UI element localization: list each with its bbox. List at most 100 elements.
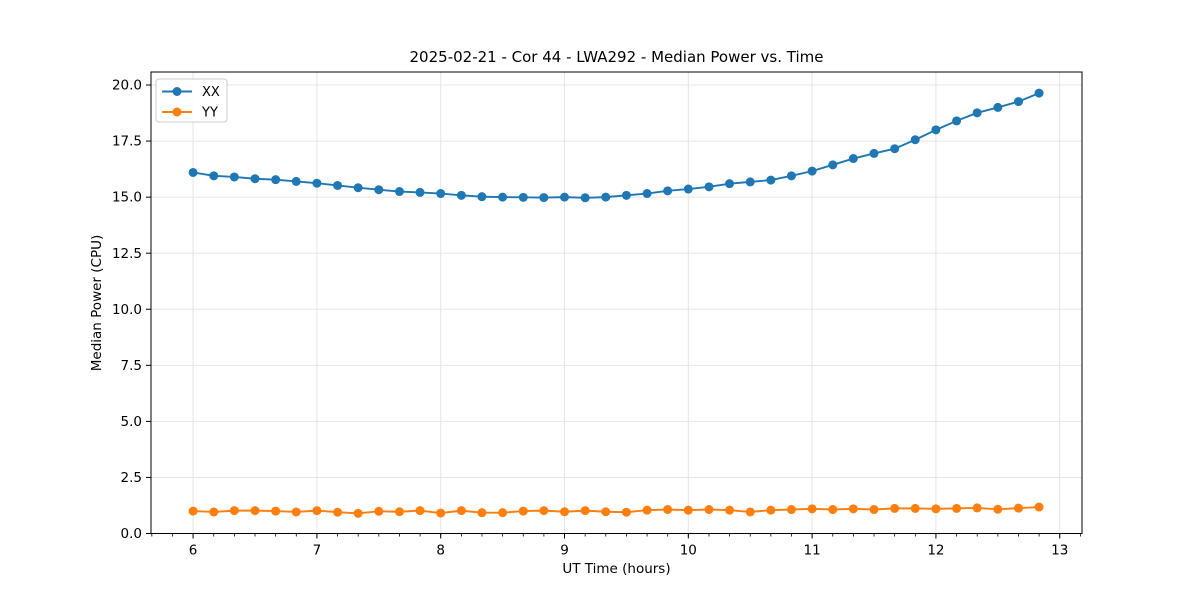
chart-title: 2025-02-21 - Cor 44 - LWA292 - Median Po… (409, 48, 824, 66)
series-XX-marker (209, 171, 219, 181)
series-YY-marker (291, 507, 301, 517)
series-YY-marker (415, 506, 425, 516)
series-XX-marker (704, 182, 714, 192)
series-XX-marker (952, 116, 962, 126)
series-XX-marker (725, 179, 735, 189)
series-XX-marker (786, 171, 796, 181)
series-XX-marker (415, 187, 425, 197)
series-YY-marker (374, 506, 384, 516)
series-XX-marker (890, 144, 900, 154)
series-YY-marker (353, 508, 363, 518)
series-YY-marker (477, 508, 487, 518)
series-XX-marker (374, 185, 384, 195)
series-YY-marker (560, 507, 570, 517)
series-XX-marker (869, 148, 879, 158)
x-tick-label-12: 12 (927, 543, 944, 559)
y-tick-label-7.5: 7.5 (121, 358, 142, 374)
x-axis-label: UT Time (hours) (562, 561, 671, 577)
y-tick-label-20.0: 20.0 (112, 78, 142, 94)
series-YY-marker (993, 504, 1003, 514)
series-XX-marker (250, 174, 260, 184)
series-XX-marker (828, 160, 838, 170)
series-XX-marker (807, 166, 817, 176)
y-tick-label-15.0: 15.0 (112, 190, 142, 206)
series-YY-marker (333, 507, 343, 517)
series-YY-marker (518, 506, 528, 516)
x-tick-label-13: 13 (1051, 543, 1068, 559)
series-XX-marker (291, 176, 301, 186)
series-YY-marker (539, 506, 549, 516)
series-XX-marker (1034, 88, 1044, 98)
series-XX-marker (229, 172, 239, 182)
series-XX-marker (580, 193, 590, 203)
series-YY-marker (704, 505, 714, 515)
series-XX-marker (436, 189, 446, 199)
series-YY-marker (601, 507, 611, 517)
series-XX-marker (642, 189, 652, 199)
series-YY-marker (848, 504, 858, 514)
series-YY-marker (931, 504, 941, 514)
series-YY-marker (209, 507, 219, 517)
legend-label-YY: YY (201, 106, 218, 121)
series-YY-marker (1013, 503, 1023, 513)
series-XX-marker (972, 108, 982, 118)
legend-label-XX: XX (202, 85, 220, 100)
series-XX-marker (394, 187, 404, 197)
series-XX-marker (848, 154, 858, 164)
series-YY-marker (456, 506, 466, 516)
series-YY-marker (229, 506, 239, 516)
series-XX-marker (353, 183, 363, 193)
legend-marker-XX (172, 87, 182, 96)
series-XX-marker (539, 193, 549, 203)
series-YY-marker (436, 508, 446, 518)
y-tick-label-2.5: 2.5 (121, 470, 142, 486)
series-XX-marker (498, 192, 508, 202)
series-XX-marker (910, 135, 920, 145)
series-YY-marker (745, 507, 755, 517)
series-YY-marker (725, 505, 735, 515)
series-YY-marker (312, 506, 322, 516)
series-YY-marker (394, 507, 404, 517)
series-XX-marker (477, 192, 487, 202)
series-YY-marker (621, 507, 631, 517)
series-YY-marker (952, 503, 962, 513)
series-YY-marker (786, 505, 796, 515)
series-XX-marker (1013, 97, 1023, 107)
legend-marker-YY (172, 107, 182, 117)
series-YY-marker (828, 505, 838, 515)
series-XX-marker (312, 178, 322, 188)
x-tick-label-10: 10 (680, 543, 697, 559)
series-YY-marker (250, 506, 260, 516)
series-YY-marker (663, 505, 673, 515)
y-tick-label-17.5: 17.5 (112, 134, 142, 150)
plot-border (150, 71, 1083, 534)
series-YY-marker (972, 503, 982, 513)
series-YY-marker (498, 508, 508, 518)
series-XX-marker (271, 175, 281, 185)
series-YY-marker (869, 505, 879, 515)
series-XX-marker (683, 184, 693, 194)
y-tick-label-12.5: 12.5 (112, 246, 142, 262)
x-tick-label-11: 11 (804, 543, 821, 559)
series-XX-marker (993, 102, 1003, 112)
x-tick-label-7: 7 (313, 543, 322, 559)
x-tick-label-8: 8 (436, 543, 445, 559)
y-tick-label-10.0: 10.0 (112, 302, 142, 318)
series-XX-marker (766, 175, 776, 185)
series-YY-marker (683, 505, 693, 515)
series-YY-marker (807, 504, 817, 514)
series-YY-marker (766, 505, 776, 515)
series-XX-marker (663, 186, 673, 196)
series-YY-marker (271, 506, 281, 516)
series-YY-marker (642, 505, 652, 515)
series-YY-marker (188, 506, 198, 516)
series-YY-marker (1034, 502, 1044, 512)
y-axis-label: Median Power (CPU) (89, 234, 105, 372)
series-XX-marker (601, 192, 611, 202)
y-tick-label-0.0: 0.0 (121, 526, 142, 542)
series-XX-marker (333, 180, 343, 190)
series-YY-marker (580, 506, 590, 516)
series-YY-marker (910, 503, 920, 513)
